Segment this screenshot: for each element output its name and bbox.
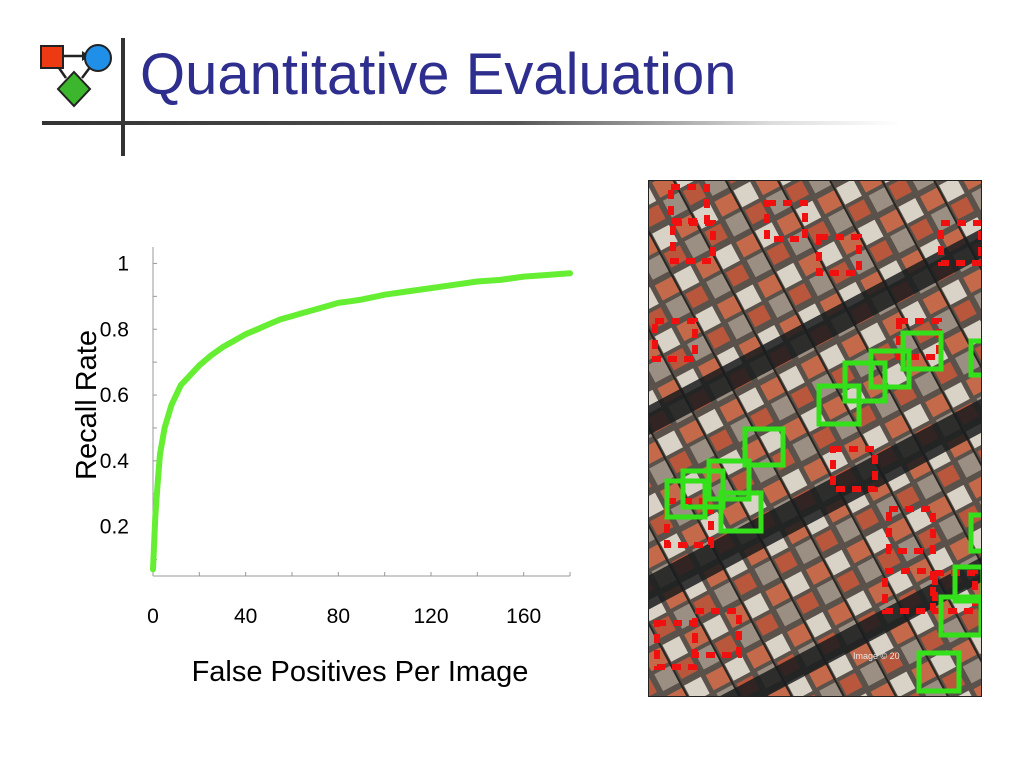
title-vertical-rule	[121, 38, 125, 156]
ground-truth-box	[896, 318, 942, 360]
ground-truth-box	[882, 568, 936, 614]
y-tick-label: 0.4	[100, 450, 130, 473]
aerial-detection-image: Image © 20	[648, 180, 982, 697]
ground-truth-box	[654, 620, 698, 670]
y-tick-label: 1	[117, 252, 129, 275]
y-axis-label: Recall Rate	[71, 330, 103, 480]
logo-red-square	[40, 45, 64, 69]
ground-truth-box	[670, 220, 716, 264]
detection-box	[968, 338, 981, 378]
page-title: Quantitative Evaluation	[140, 42, 737, 107]
ground-truth-box	[764, 200, 808, 242]
chart-ticks: 0 40 80 120 160 0.2 0.4 0.6 0.8 1	[100, 252, 541, 628]
x-tick-label: 80	[327, 605, 350, 628]
y-tick-label: 0.2	[100, 516, 129, 539]
y-tick-label: 0.8	[100, 318, 129, 341]
x-tick-label: 40	[234, 605, 257, 628]
x-tick-label: 120	[413, 605, 448, 628]
ground-truth-box	[652, 318, 698, 362]
x-tick-label: 0	[147, 605, 159, 628]
detection-box	[900, 330, 944, 372]
image-watermark: Image © 20	[853, 651, 900, 661]
ground-truth-box	[886, 506, 936, 554]
detection-box	[938, 594, 981, 638]
chart-axes	[152, 247, 571, 577]
detection-box	[916, 650, 962, 694]
detection-box	[952, 564, 981, 604]
y-tick-label: 0.6	[100, 384, 129, 407]
streets	[649, 192, 981, 696]
ground-truth-box	[938, 220, 981, 266]
ground-truth-box	[830, 446, 878, 492]
detection-boxes	[664, 330, 981, 694]
detection-box	[816, 383, 862, 427]
detection-box	[742, 426, 786, 468]
recall-curve-chart: 0 40 80 120 160 0.2 0.4 0.6 0.8 1 False Positives…	[71, 247, 573, 688]
logo-green-diamond	[56, 70, 92, 108]
detection-box	[842, 360, 888, 404]
detection-box	[706, 458, 752, 502]
flowchart-logo-icon	[40, 44, 112, 108]
ground-truth-box	[816, 234, 862, 276]
detection-box	[968, 512, 981, 554]
ground-truth-box	[664, 498, 714, 548]
logo-blue-circle	[84, 44, 112, 72]
detection-box	[718, 490, 764, 534]
title-horizontal-rule	[42, 121, 902, 125]
ground-truth-boxes	[652, 184, 981, 670]
chart-series	[150, 270, 573, 573]
x-tick-label: 160	[506, 605, 541, 628]
ground-truth-box	[692, 608, 742, 658]
x-axis-label: False Positives Per Image	[192, 656, 529, 688]
recall-curve-line	[150, 270, 573, 573]
detection-box	[664, 478, 708, 520]
